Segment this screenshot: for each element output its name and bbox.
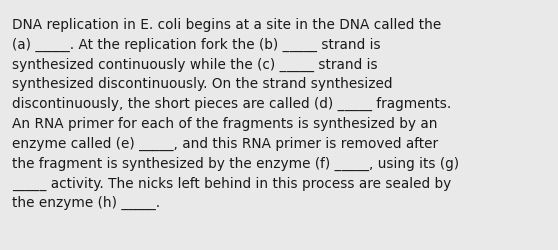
Text: discontinuously, the short pieces are called (d) _____ fragments.: discontinuously, the short pieces are ca… [12,97,451,111]
Text: An RNA primer for each of the fragments is synthesized by an: An RNA primer for each of the fragments … [12,116,437,130]
Text: DNA replication in E. coli begins at a site in the DNA called the: DNA replication in E. coli begins at a s… [12,18,441,32]
Text: the fragment is synthesized by the enzyme (f) _____, using its (g): the fragment is synthesized by the enzym… [12,156,459,170]
Text: _____ activity. The nicks left behind in this process are sealed by: _____ activity. The nicks left behind in… [12,176,451,190]
Text: synthesized continuously while the (c) _____ strand is: synthesized continuously while the (c) _… [12,57,378,71]
Text: the enzyme (h) _____.: the enzyme (h) _____. [12,196,160,209]
Text: enzyme called (e) _____, and this RNA primer is removed after: enzyme called (e) _____, and this RNA pr… [12,136,438,150]
Text: synthesized discontinuously. On the strand synthesized: synthesized discontinuously. On the stra… [12,77,392,91]
Text: (a) _____. At the replication fork the (b) _____ strand is: (a) _____. At the replication fork the (… [12,38,381,52]
